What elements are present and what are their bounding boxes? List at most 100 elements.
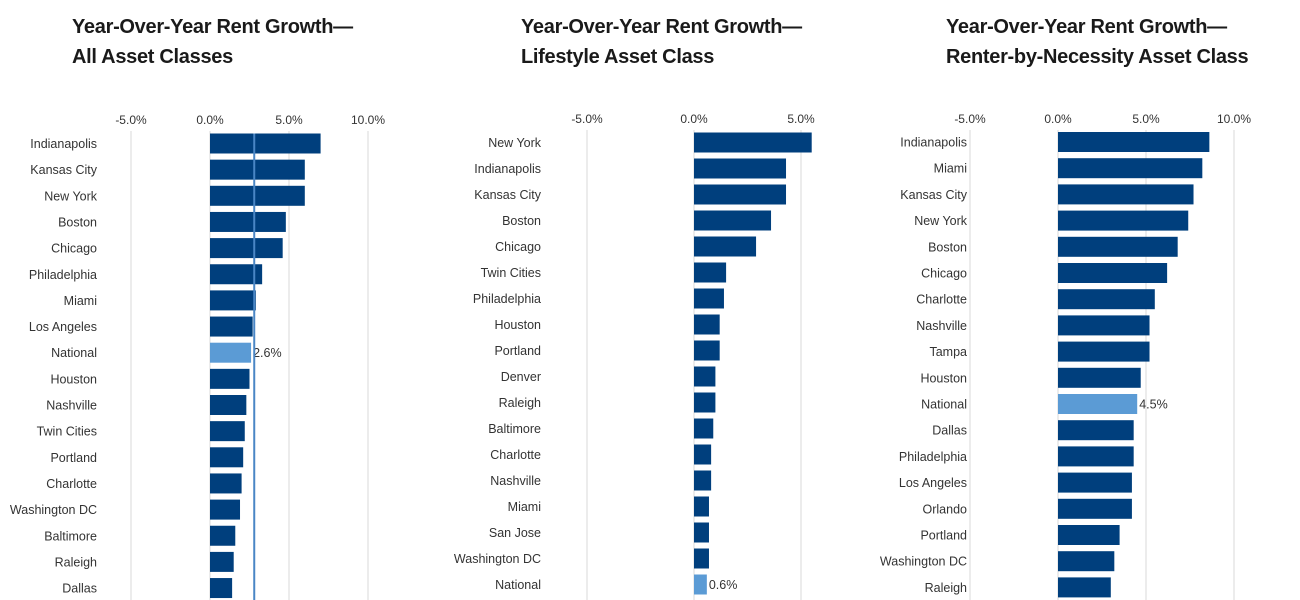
bar: [694, 236, 757, 257]
category-label: Chicago: [921, 267, 967, 281]
bar: [1058, 158, 1203, 179]
category-label: Dallas: [932, 424, 967, 438]
category-label: Twin Cities: [37, 425, 97, 439]
x-tick-label: 5.0%: [275, 113, 303, 127]
national-data-label: 0.6%: [709, 578, 738, 592]
category-label: Chicago: [495, 240, 541, 254]
title-line-2: Lifestyle Asset Class: [521, 46, 715, 68]
category-label: Raleigh: [55, 555, 97, 569]
category-label: Kansas City: [30, 163, 97, 177]
bar: [694, 288, 724, 309]
bar: [210, 133, 321, 154]
category-label: Indianapolis: [474, 162, 541, 176]
title-line-2: All Asset Classes: [72, 46, 233, 68]
bar: [694, 158, 787, 179]
category-label: Philadelphia: [899, 450, 967, 464]
national-bar: [1058, 394, 1138, 414]
bar: [1058, 367, 1141, 388]
chart-title-lifestyle: Year-Over-Year Rent Growth— Lifestyle As…: [521, 12, 802, 72]
bar: [210, 499, 241, 520]
bar: [694, 314, 720, 335]
category-label: Washington DC: [880, 555, 967, 569]
category-label: Charlotte: [490, 448, 541, 462]
category-label: National: [921, 398, 967, 412]
category-label: New York: [488, 136, 542, 150]
bar: [1058, 551, 1115, 572]
bar: [210, 238, 283, 259]
bar: [210, 578, 233, 599]
category-label: Boston: [502, 214, 541, 228]
bar: [210, 368, 250, 389]
category-label: National: [495, 578, 541, 592]
bar: [694, 340, 720, 361]
bar: [694, 184, 787, 205]
title-line-2: Renter-by-Necessity Asset Class: [946, 46, 1249, 68]
x-tick-label: 10.0%: [1217, 112, 1251, 126]
bar: [1058, 315, 1150, 336]
bar: [1058, 210, 1189, 231]
bar: [1058, 289, 1155, 310]
bar: [210, 185, 305, 206]
bar: [1058, 132, 1210, 152]
bar: [210, 316, 253, 337]
category-label: Kansas City: [900, 188, 967, 202]
bar: [1058, 446, 1134, 467]
bar: [694, 496, 709, 517]
x-tick-label: 0.0%: [1044, 112, 1072, 126]
bar: [694, 444, 712, 465]
category-label: Portland: [494, 344, 541, 358]
bar: [210, 395, 247, 415]
x-tick-label: 10.0%: [351, 113, 385, 127]
bar: [210, 159, 305, 180]
category-label: New York: [914, 214, 968, 228]
category-label: Kansas City: [474, 188, 541, 202]
national-data-label: 4.5%: [1139, 398, 1168, 412]
bar: [1058, 525, 1120, 545]
bar: [1058, 263, 1168, 283]
category-label: Miami: [64, 294, 97, 308]
category-label: Twin Cities: [481, 266, 541, 280]
category-label: Baltimore: [44, 529, 97, 543]
bar: [210, 264, 263, 285]
x-tick-label: 0.0%: [680, 112, 708, 126]
category-label: Indianapolis: [30, 137, 97, 151]
category-label: Miami: [508, 500, 541, 514]
bar: [694, 392, 716, 413]
bar: [694, 210, 772, 231]
category-label: Dallas: [62, 582, 97, 596]
bar: [694, 548, 709, 569]
category-label: Portland: [920, 529, 967, 543]
bar: [1058, 498, 1132, 519]
bar: [210, 421, 245, 442]
x-tick-label: 0.0%: [196, 113, 224, 127]
x-tick-label: -5.0%: [571, 112, 603, 126]
bar: [694, 418, 714, 439]
category-label: Los Angeles: [29, 320, 97, 334]
national-bar: [694, 574, 707, 595]
category-label: Charlotte: [46, 477, 97, 491]
category-label: Nashville: [490, 474, 541, 488]
category-label: Raleigh: [925, 581, 967, 595]
bar: [1058, 184, 1194, 205]
bar: [210, 447, 244, 468]
category-label: Houston: [920, 371, 967, 385]
title-line-1: Year-Over-Year Rent Growth—: [946, 16, 1227, 38]
bar: [1058, 341, 1150, 362]
category-label: Portland: [50, 451, 97, 465]
bar: [694, 366, 716, 387]
bar: [210, 525, 236, 546]
x-tick-label: -5.0%: [115, 113, 147, 127]
chart-title-renter-by-necessity: Year-Over-Year Rent Growth— Renter-by-Ne…: [946, 12, 1249, 72]
bar: [694, 522, 709, 543]
x-tick-label: 5.0%: [787, 112, 815, 126]
bar: [1058, 236, 1178, 257]
category-label: Denver: [501, 370, 541, 384]
category-label: Chicago: [51, 242, 97, 256]
category-label: New York: [44, 189, 98, 203]
bar: [210, 211, 286, 232]
bar: [210, 473, 242, 494]
category-label: Houston: [494, 318, 541, 332]
chart-title-all-assets: Year-Over-Year Rent Growth— All Asset Cl…: [72, 12, 353, 72]
category-label: Houston: [50, 372, 97, 386]
